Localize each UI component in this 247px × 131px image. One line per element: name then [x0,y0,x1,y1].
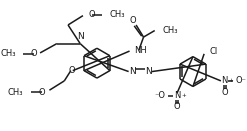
Text: O: O [221,88,228,97]
Text: O: O [174,102,180,111]
Text: O: O [69,66,76,75]
Text: ⁻O: ⁻O [155,91,166,100]
Text: O⁻: O⁻ [236,76,247,85]
Text: CH₃: CH₃ [162,26,178,35]
Text: O: O [31,49,37,58]
Text: O: O [130,16,137,25]
Text: N: N [145,67,152,76]
Text: N: N [129,67,136,76]
Text: N: N [77,32,83,41]
Text: +: + [182,93,186,98]
Text: N: N [222,76,228,85]
Text: O: O [89,10,95,19]
Text: +: + [228,78,233,83]
Text: N: N [174,91,180,100]
Text: CH₃: CH₃ [0,49,16,58]
Text: O: O [38,88,45,97]
Text: Cl: Cl [210,47,218,56]
Text: CH₃: CH₃ [109,10,124,19]
Text: NH: NH [134,46,147,55]
Text: CH₃: CH₃ [8,88,23,97]
